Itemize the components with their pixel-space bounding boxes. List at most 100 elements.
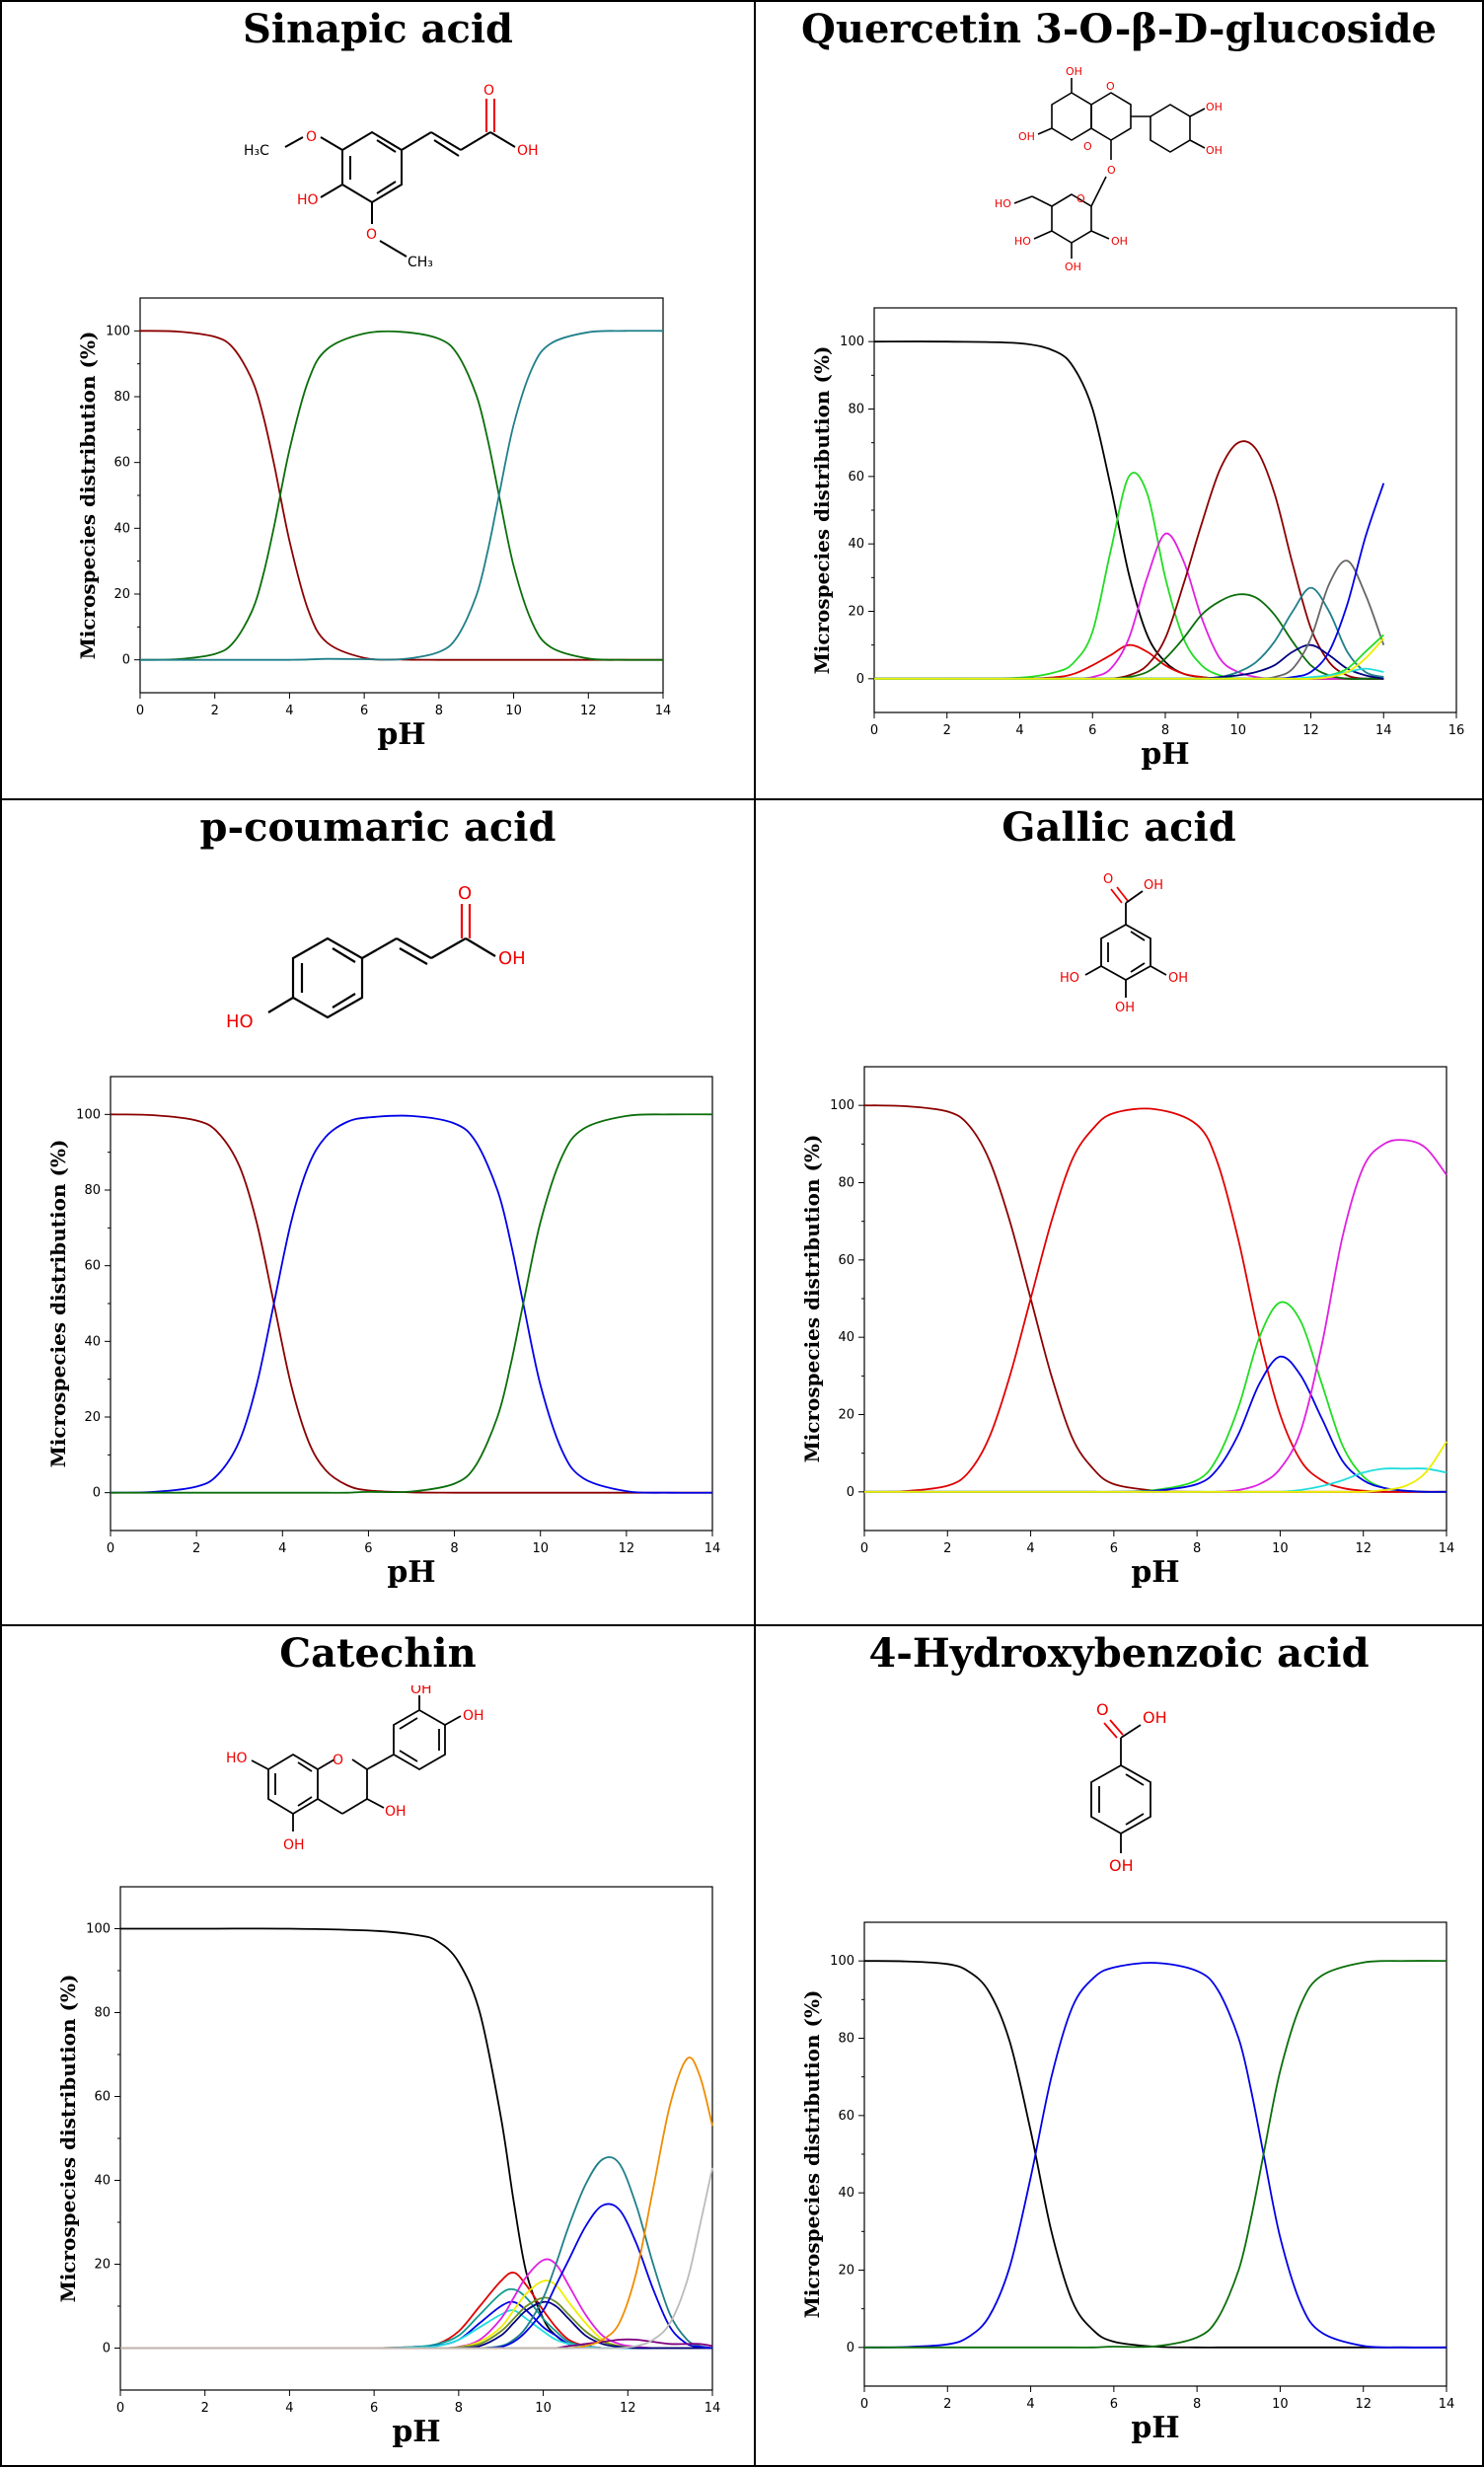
x-tick-label: 4 — [1015, 723, 1023, 738]
gallic-oh-bottom: OH — [1115, 1001, 1135, 1015]
x-tick-label: 10 — [535, 2401, 552, 2416]
series-line-red — [120, 2272, 712, 2350]
catechin-structure: O OH OH HO OH OH — [226, 1685, 484, 1853]
series-line-blue — [110, 1114, 713, 1494]
y-tick-label: 60 — [838, 2109, 854, 2124]
x-tick-label: 14 — [705, 2401, 721, 2416]
x-tick-label: 0 — [107, 1541, 114, 1556]
sinapic-ho: HO — [297, 192, 319, 208]
x-tick-label: 10 — [505, 704, 522, 718]
y-tick-label: 0 — [847, 2341, 854, 2355]
quercetin-oh-r1: OH — [1206, 101, 1223, 113]
y-tick-label: 20 — [94, 2258, 111, 2273]
x-tick-label: 12 — [1355, 2397, 1372, 2412]
x-tick-label: 14 — [705, 1541, 721, 1556]
panel-p-coumaric-acid: p-coumaric acid O OH HO 0 2 4 6 8 10 12 14 0 20 40… — [0, 798, 756, 1626]
x-tick-label: 8 — [1193, 1541, 1201, 1556]
chart-p-coumaric-acid: 0 2 4 6 8 10 12 14 0 20 40 60 80 100 pH Microspecies di… — [46, 1076, 721, 1590]
y-tick-label: 0 — [103, 2342, 111, 2356]
series-line-maroon — [139, 330, 663, 661]
x-tick-label: 4 — [1026, 1541, 1034, 1556]
panel-title: Sinapic acid — [243, 6, 513, 52]
y-tick-label: 100 — [830, 1954, 854, 1969]
y-axis-label: Microspecies distribution (%) — [56, 1975, 80, 2303]
series-line-black — [873, 340, 1384, 680]
y-tick-label: 40 — [838, 1330, 854, 1345]
series-line-orange — [120, 2056, 713, 2350]
catechin-oh-4: OH — [283, 1837, 305, 1853]
y-tick-label: 80 — [113, 390, 130, 405]
quercetin-sugar-oh-b: HO — [1014, 235, 1031, 248]
hydroxybenzoic-oh-top: OH — [1143, 1708, 1167, 1727]
quercetin-o-keto: O — [1083, 140, 1092, 153]
series-line-lightgray — [120, 2167, 713, 2350]
chart-gallic-acid: 0 2 4 6 8 10 12 14 0 20 40 60 80 100 pH Microspecies di… — [800, 1066, 1454, 1590]
series-line-maroon — [110, 1113, 712, 1494]
sinapic-ch3-bottom: CH₃ — [408, 255, 433, 270]
coumaric-ho: HO — [226, 1011, 254, 1032]
y-axis-label: Microspecies distribution (%) — [800, 1990, 824, 2319]
gallic-oh-top: OH — [1144, 878, 1163, 893]
catechin-ho: HO — [226, 1751, 248, 1766]
panel-gallic-acid: Gallic acid O OH HO OH OH 0 2 4 6 8 10 12 14 0 20… — [754, 798, 1484, 1626]
y-tick-label: 80 — [84, 1183, 101, 1198]
panel-title: 4-Hydroxybenzoic acid — [868, 1630, 1370, 1677]
sinapic-oh: OH — [517, 143, 539, 159]
y-tick-label: 40 — [113, 521, 130, 536]
x-tick-label: 4 — [1026, 2397, 1034, 2412]
y-tick-label: 80 — [838, 1176, 854, 1191]
quercetin-o-ring: O — [1106, 80, 1115, 93]
series-line-navy — [120, 2300, 712, 2350]
series-line-blue — [120, 2203, 713, 2350]
x-tick-label: 0 — [116, 2401, 124, 2416]
x-tick-label: 8 — [1161, 723, 1169, 738]
gallic-o: O — [1103, 872, 1113, 887]
y-tick-label: 40 — [84, 1334, 101, 1349]
x-tick-label: 0 — [860, 1541, 868, 1556]
series-line-teal — [874, 586, 1384, 680]
series-line-yellow — [874, 637, 1384, 680]
x-tick-label: 6 — [1110, 2397, 1118, 2412]
panel-title: Catechin — [279, 1630, 477, 1677]
series-line-lime — [864, 1301, 1447, 1493]
y-tick-label: 100 — [86, 1922, 111, 1937]
y-tick-label: 20 — [848, 605, 864, 620]
y-tick-label: 40 — [838, 2186, 854, 2201]
gallic-ho-left: HO — [1060, 971, 1079, 986]
series-line-green — [111, 1113, 713, 1494]
y-axis-label: Microspecies distribution (%) — [800, 1135, 824, 1463]
quercetin-oh-r2: OH — [1206, 144, 1223, 157]
panel-catechin: Catechin O OH OH HO OH OH — [0, 1624, 756, 2467]
series-line-olive — [120, 2296, 712, 2350]
y-tick-label: 100 — [76, 1107, 101, 1122]
plot-frame — [873, 307, 1457, 713]
y-tick-label: 60 — [94, 2090, 111, 2105]
series-line-lime — [874, 634, 1384, 680]
panel-4-hydroxybenzoic-acid: 4-Hydroxybenzoic acid O OH OH 0 2 4 6 8 10 12 1… — [754, 1624, 1484, 2467]
quercetin-o-glyc: O — [1107, 164, 1116, 177]
coumaric-oh: OH — [498, 948, 526, 969]
y-tick-label: 60 — [84, 1259, 101, 1274]
series-line-yellow — [864, 1441, 1447, 1493]
sinapic-o-top: O — [306, 129, 317, 145]
x-tick-label: 6 — [364, 1541, 372, 1556]
y-tick-label: 0 — [122, 653, 130, 668]
x-axis-label: pH — [1131, 1555, 1179, 1590]
p-coumaric-structure: O OH HO — [226, 883, 526, 1032]
quercetin-oh-top: OH — [1066, 65, 1082, 78]
gallic-acid-structure: O OH HO OH OH — [1060, 872, 1188, 1015]
x-tick-label: 6 — [370, 2401, 378, 2416]
x-axis-label: pH — [1141, 737, 1189, 772]
x-tick-label: 10 — [1229, 723, 1246, 738]
catechin-oh-1: OH — [410, 1685, 432, 1697]
series-line-black — [863, 1960, 1447, 2349]
panel-title: Quercetin 3-O-β-D-glucoside — [801, 6, 1437, 52]
series-line-teal — [120, 2156, 713, 2350]
series-line-cyan — [120, 2309, 712, 2350]
series-line-green — [864, 1960, 1447, 2349]
x-tick-label: 8 — [450, 1541, 458, 1556]
series-line-magenta — [120, 2258, 712, 2350]
y-tick-label: 100 — [106, 324, 130, 338]
x-tick-label: 0 — [136, 704, 144, 718]
x-tick-label: 10 — [1272, 2397, 1289, 2412]
